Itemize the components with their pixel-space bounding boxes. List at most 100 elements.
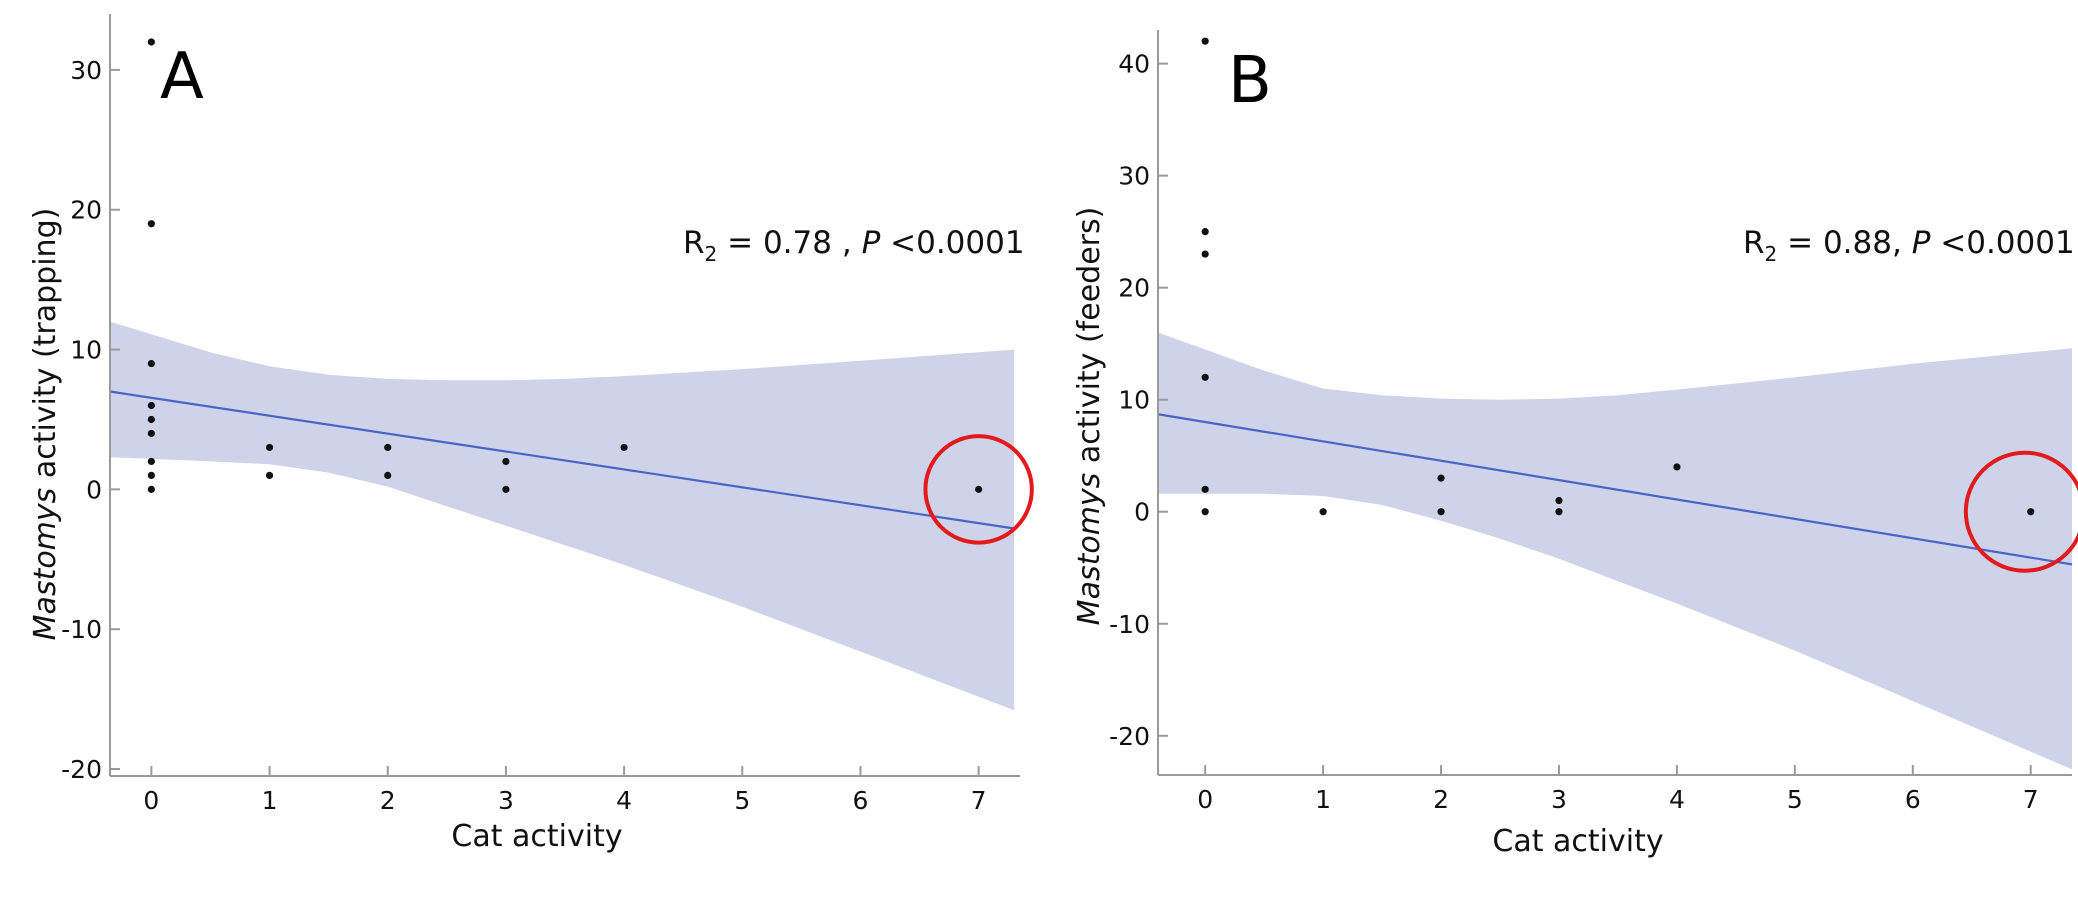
y-tick-label: 20 (70, 196, 102, 225)
data-point (1555, 496, 1563, 505)
p-symbol: P (862, 225, 881, 261)
x-tick-label: 1 (262, 786, 278, 815)
p-value: <0.0001 (880, 225, 1024, 261)
x-tick-label: 0 (143, 786, 159, 815)
data-point (147, 401, 155, 410)
x-tick-label: 7 (971, 786, 987, 815)
r-subscript: 2 (705, 242, 718, 266)
x-tick-label: 1 (1315, 785, 1331, 814)
data-point (147, 220, 155, 228)
x-tick-label: 5 (1787, 785, 1803, 814)
r-symbol: R (1743, 225, 1765, 261)
r-symbol: R (683, 225, 705, 261)
data-point (384, 471, 392, 479)
y-axis-title-rest: activity (trapping) (28, 208, 63, 488)
data-point (502, 457, 510, 466)
y-axis-title-genus: Mastomys (1072, 473, 1107, 626)
data-point (1319, 508, 1327, 516)
r-value: = 0.88, (1777, 225, 1911, 261)
y-axis-title-genus: Mastomys (28, 488, 63, 641)
y-tick-label: 10 (70, 336, 102, 365)
y-axis-title: Mastomys activity (feeders) (1072, 207, 1107, 626)
y-tick-label: 0 (1134, 498, 1150, 527)
x-tick-label: 4 (1669, 785, 1685, 814)
x-tick-label: 5 (734, 786, 750, 815)
confidence-band-area (1158, 332, 2072, 770)
highlight-circle-mark (923, 434, 1034, 545)
data-point (1437, 474, 1445, 482)
panel-label: A (160, 40, 204, 114)
r-subscript: 2 (1765, 242, 1778, 266)
highlight-circle-mark (1963, 450, 2078, 573)
confidence-band (1158, 332, 2072, 770)
y-tick-label: 40 (1118, 50, 1150, 79)
data-point (147, 471, 155, 479)
axes (1157, 30, 2072, 776)
data-point (502, 485, 510, 493)
panel-label: B (1228, 44, 1272, 118)
data-point (147, 457, 155, 466)
axes (109, 14, 1020, 777)
data-points (1201, 37, 2035, 516)
data-point (147, 485, 155, 493)
data-point (265, 443, 274, 452)
y-axis-title-rest: activity (feeders) (1072, 207, 1107, 473)
y-tick-label: 20 (1118, 274, 1150, 303)
data-point (1673, 463, 1681, 471)
data-point (384, 443, 392, 452)
y-tick-labels: -20 -10 0 10 20 30 40 (1109, 50, 1150, 751)
stat-annotation: R2 = 0.88, P <0.0001 (1743, 225, 2075, 266)
y-tick-label: -10 (61, 615, 102, 644)
y-tick-labels: -20 -10 0 10 20 30 (61, 56, 102, 784)
data-point (1201, 228, 1209, 236)
x-tick-label: 6 (853, 786, 869, 815)
x-tick-label: 6 (1905, 785, 1921, 814)
highlight-circle (1963, 450, 2078, 573)
p-symbol: P (1912, 225, 1931, 261)
confidence-band-area (110, 321, 1015, 711)
data-point (1201, 37, 1209, 45)
x-tick-label: 3 (1551, 785, 1567, 814)
y-tick-label: 10 (1118, 386, 1150, 415)
data-point (2027, 508, 2035, 516)
data-point (147, 38, 155, 46)
data-point (1437, 508, 1445, 516)
data-point (265, 471, 274, 479)
data-point (1201, 250, 1209, 258)
y-tick-label: -20 (61, 755, 102, 784)
x-tick-label: 4 (616, 786, 632, 815)
y-tick-label: 30 (1118, 162, 1150, 191)
y-axis-title: Mastomys activity (trapping) (28, 208, 63, 641)
x-tick-label: 7 (2023, 785, 2039, 814)
data-point (147, 359, 155, 368)
panel-b: 0 1 2 3 4 5 6 7 -20 -10 0 10 20 30 40 B R2 = 0.88, P … (1072, 30, 2078, 859)
stat-annotation: R2 = 0.78 , P <0.0001 (683, 225, 1025, 266)
x-tick-label: 0 (1197, 785, 1213, 814)
confidence-band (110, 321, 1015, 711)
regression-line-segment (1157, 413, 2073, 566)
data-point (620, 443, 628, 452)
x-tick-label: 2 (1433, 785, 1449, 814)
data-point (1201, 508, 1209, 516)
regression-line (109, 390, 1015, 530)
x-tick-labels: 0 1 2 3 4 5 6 7 (143, 786, 986, 815)
data-point (1201, 373, 1209, 381)
regression-line-segment (109, 390, 1015, 530)
data-point (1555, 508, 1563, 516)
highlight-circle (923, 434, 1034, 545)
y-tick-label: 0 (86, 475, 102, 504)
data-point (147, 429, 155, 438)
data-point (975, 485, 983, 493)
data-points (147, 38, 983, 493)
regression-line (1157, 413, 2073, 566)
x-tick-labels: 0 1 2 3 4 5 6 7 (1197, 785, 2038, 814)
x-tick-label: 3 (498, 786, 514, 815)
y-tick-label: -10 (1109, 610, 1150, 639)
p-value: <0.0001 (1930, 225, 2074, 261)
r-value: = 0.78 , (717, 225, 861, 261)
x-axis-title: Cat activity (1492, 824, 1663, 859)
x-tick-label: 2 (380, 786, 396, 815)
y-tick-label: 30 (70, 56, 102, 85)
